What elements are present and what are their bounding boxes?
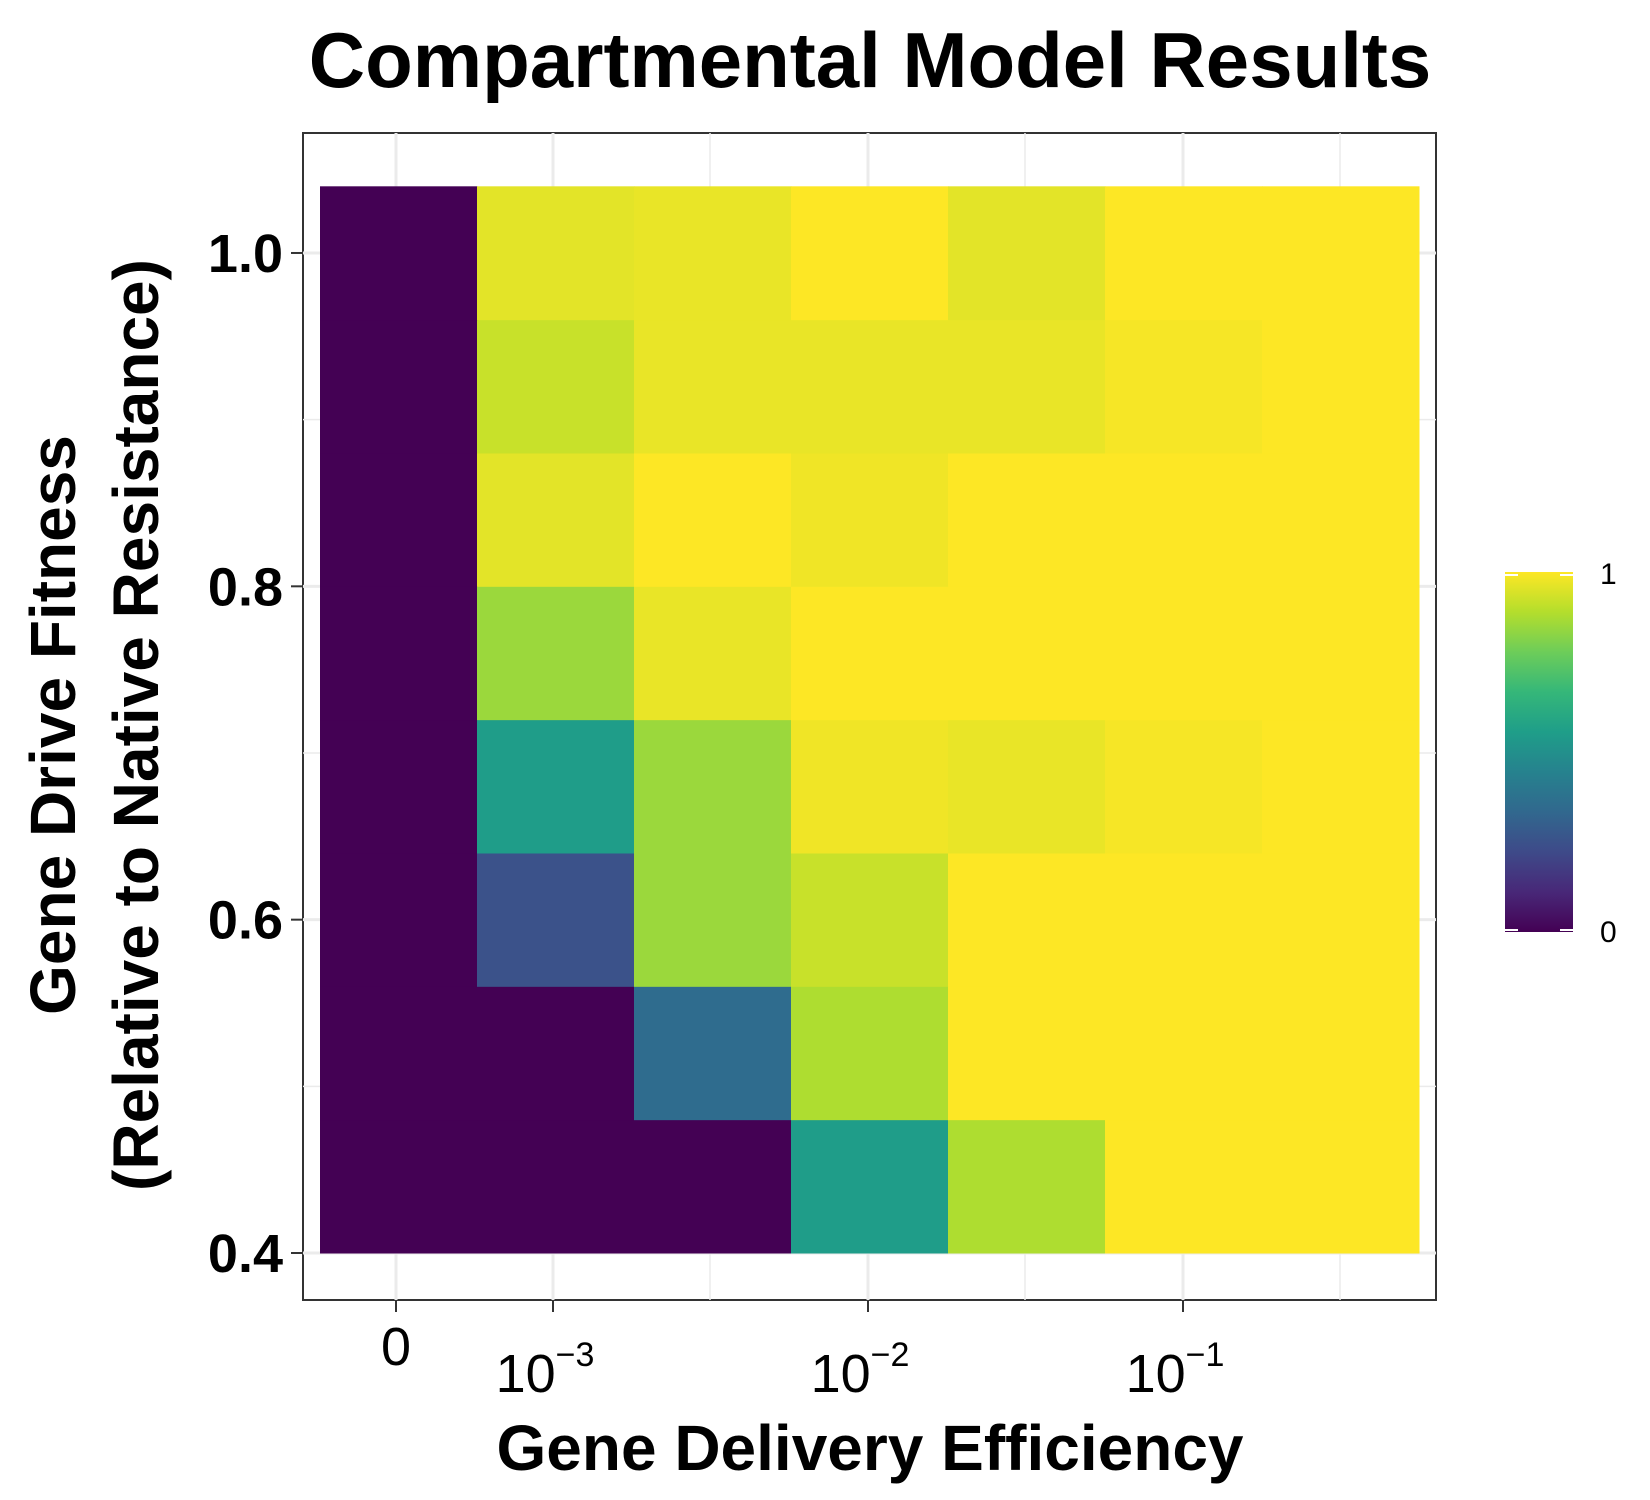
heatmap-cell bbox=[320, 586, 478, 721]
heatmap-cell bbox=[948, 986, 1106, 1121]
heatmap-cell bbox=[320, 1119, 478, 1254]
heatmap-cell bbox=[320, 852, 478, 987]
x-tick-label: 0 bbox=[381, 1317, 411, 1377]
heatmap-cell bbox=[320, 452, 478, 587]
heatmap-cell bbox=[1105, 852, 1263, 987]
heatmap-cell bbox=[791, 186, 949, 321]
heatmap-cell bbox=[1262, 852, 1420, 987]
x-tick-label: 10−2 bbox=[811, 1336, 910, 1404]
heatmap-cell bbox=[634, 586, 792, 721]
heatmap-cell bbox=[791, 1119, 949, 1254]
heatmap-cell bbox=[477, 586, 635, 721]
x-axis-title: Gene Delivery Efficiency bbox=[496, 1412, 1243, 1484]
heatmap-cell bbox=[477, 452, 635, 587]
heatmap-cell bbox=[791, 986, 949, 1121]
heatmap-cell bbox=[1105, 186, 1263, 321]
heatmap-cell bbox=[1262, 452, 1420, 587]
x-axis-ticks: 0 10−3 10−2 10−1 bbox=[381, 1300, 1224, 1404]
y-axis-title-line-1: Gene Drive Fitness bbox=[17, 435, 89, 1015]
y-axis-title-line-2: (Relative to Native Resistance) bbox=[100, 259, 172, 1191]
heatmap-cell bbox=[634, 852, 792, 987]
heatmap-cell bbox=[948, 852, 1106, 987]
chart-title: Compartmental Model Results bbox=[309, 16, 1432, 104]
heatmap-cell bbox=[477, 1119, 635, 1254]
x-tick-label: 10−3 bbox=[496, 1336, 595, 1404]
heatmap-cell bbox=[1105, 452, 1263, 587]
heatmap-cell bbox=[477, 186, 635, 321]
heatmap-cell bbox=[948, 586, 1106, 721]
heatmap-cell bbox=[1262, 1119, 1420, 1254]
heatmap-cell bbox=[634, 719, 792, 854]
heatmap-cell bbox=[948, 186, 1106, 321]
heatmap-cell bbox=[477, 719, 635, 854]
heatmap-cell bbox=[948, 719, 1106, 854]
legend-min-label: 0 bbox=[1600, 916, 1617, 949]
heatmap-cell bbox=[320, 986, 478, 1121]
heatmap-cell bbox=[791, 586, 949, 721]
y-tick-label: 1.0 bbox=[208, 224, 283, 284]
heatmap-cell bbox=[1262, 586, 1420, 721]
y-tick-label: 0.4 bbox=[208, 1224, 283, 1284]
heatmap-cell bbox=[948, 452, 1106, 587]
heatmap-cell bbox=[948, 1119, 1106, 1254]
heatmap-cells bbox=[320, 186, 1420, 1254]
heatmap-cell bbox=[791, 719, 949, 854]
heatmap-cell bbox=[634, 319, 792, 454]
heatmap-cell bbox=[1105, 319, 1263, 454]
y-tick-label: 0.6 bbox=[208, 891, 283, 951]
y-tick-label: 0.8 bbox=[208, 557, 283, 617]
heatmap-cell bbox=[634, 986, 792, 1121]
heatmap-cell bbox=[320, 319, 478, 454]
heatmap-cell bbox=[477, 986, 635, 1121]
heatmap-cell bbox=[1262, 186, 1420, 321]
heatmap-cell bbox=[1105, 719, 1263, 854]
y-axis-ticks: 0.4 0.6 0.8 1.0 bbox=[208, 224, 303, 1284]
heatmap-cell bbox=[1105, 986, 1263, 1121]
heatmap-cell bbox=[634, 186, 792, 321]
heatmap-cell bbox=[320, 186, 478, 321]
heatmap-cell bbox=[1105, 586, 1263, 721]
legend-max-label: 1 bbox=[1600, 558, 1617, 591]
heatmap-cell bbox=[791, 452, 949, 587]
heatmap-cell bbox=[1262, 719, 1420, 854]
heatmap-cell bbox=[1262, 319, 1420, 454]
legend-colorbar bbox=[1505, 572, 1573, 932]
heatmap-cell bbox=[477, 852, 635, 987]
heatmap-cell bbox=[320, 719, 478, 854]
heatmap-cell bbox=[634, 1119, 792, 1254]
heatmap-cell bbox=[791, 852, 949, 987]
heatmap-cell bbox=[1262, 986, 1420, 1121]
heatmap-cell bbox=[791, 319, 949, 454]
heatmap-cell bbox=[1105, 1119, 1263, 1254]
heatmap-cell bbox=[477, 319, 635, 454]
heatmap-cell bbox=[634, 452, 792, 587]
x-tick-label: 10−1 bbox=[1126, 1336, 1225, 1404]
heatmap-cell bbox=[948, 319, 1106, 454]
